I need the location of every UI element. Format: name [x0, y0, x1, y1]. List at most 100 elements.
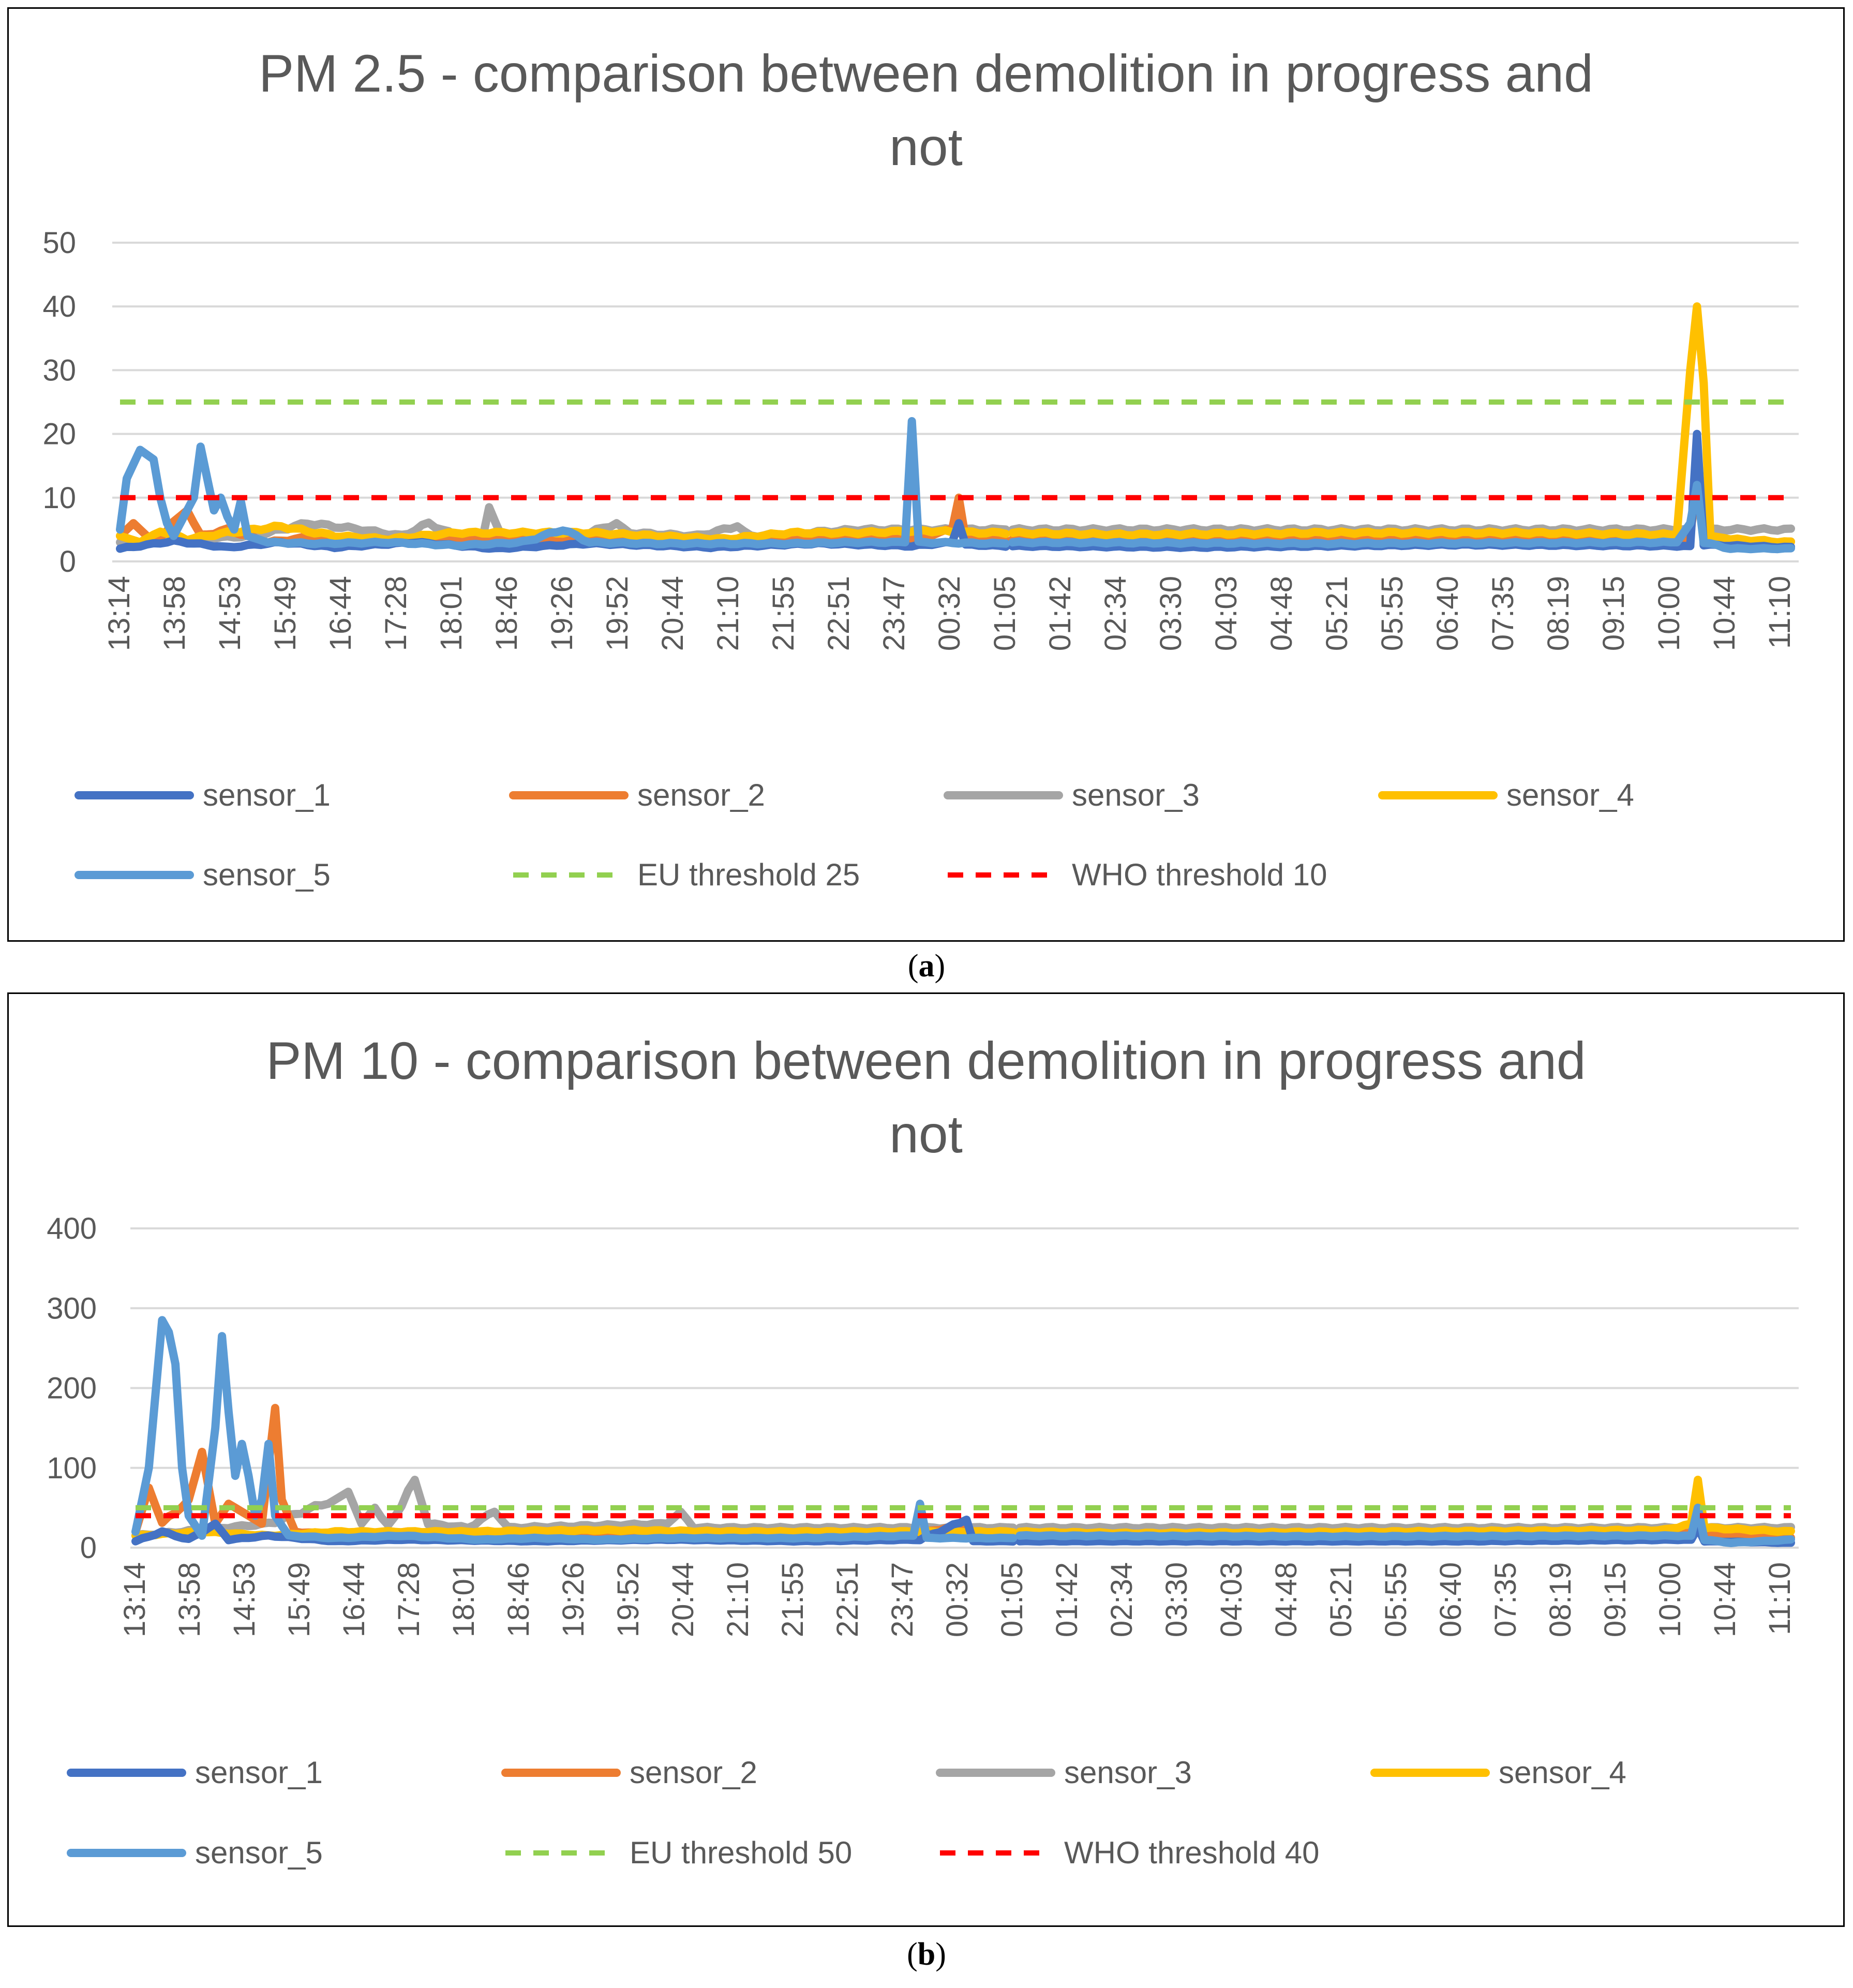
caption-a: (a): [907, 948, 946, 984]
chart-b-x-tick-label: 02:34: [1105, 1562, 1139, 1637]
chart-b-x-tick-label: 18:01: [447, 1562, 481, 1637]
chart-b-x-tick-label: 16:44: [337, 1562, 371, 1637]
chart-b-x-tick-label: 13:14: [118, 1562, 152, 1637]
chart-b-x-tick-label: 08:19: [1544, 1562, 1577, 1637]
chart-a-x-tick-label: 20:44: [656, 576, 690, 651]
chart-a-y-tick-label: 20: [42, 418, 76, 451]
chart-b-y-tick-label: 200: [47, 1372, 97, 1405]
chart-b-legend-label-0: sensor_1: [195, 1755, 323, 1790]
chart-a-x-tick-label: 04:03: [1209, 576, 1243, 651]
chart-b-x-tick-label: 17:28: [392, 1562, 426, 1637]
chart-b-title-line-2: not: [889, 1105, 963, 1164]
chart-b-x-tick-label: 04:48: [1269, 1562, 1303, 1637]
chart-a-legend-label-0: sensor_1: [203, 778, 331, 812]
chart-a-y-tick-label: 50: [42, 226, 76, 260]
chart-b-x-tick-label: 10:00: [1653, 1562, 1687, 1637]
chart-b-legend-label-2: sensor_3: [1064, 1755, 1192, 1790]
chart-b-x-tick-label: 11:10: [1763, 1562, 1797, 1635]
chart-a-x-tick-label: 07:35: [1486, 576, 1520, 651]
chart-b-legend-label-6: WHO threshold 40: [1064, 1835, 1320, 1870]
chart-b-x-tick-label: 23:47: [886, 1562, 919, 1637]
chart-a-legend-label-1: sensor_2: [637, 778, 765, 812]
chart-a-y-tick-label: 10: [42, 481, 76, 515]
chart-a-x-tick-label: 08:19: [1542, 576, 1575, 651]
chart-a-x-tick-label: 13:14: [102, 576, 136, 651]
chart-a-x-tick-label: 05:21: [1320, 576, 1354, 651]
chart-b-x-tick-label: 01:42: [1050, 1562, 1084, 1637]
chart-a-x-tick-label: 23:47: [877, 576, 911, 651]
chart-b-y-tick-label: 400: [47, 1212, 97, 1245]
chart-a-x-tick-label: 04:48: [1265, 576, 1298, 651]
chart-a-x-tick-label: 18:46: [490, 576, 524, 651]
chart-a-y-tick-label: 0: [59, 545, 76, 578]
chart-b-x-tick-label: 15:49: [282, 1562, 316, 1637]
chart-b-legend-label-1: sensor_2: [630, 1755, 757, 1790]
chart-b-legend-label-4: sensor_5: [195, 1835, 323, 1870]
caption-b: (b): [907, 1937, 946, 1972]
chart-a-legend-label-3: sensor_4: [1506, 778, 1634, 812]
chart-b-x-tick-label: 18:46: [502, 1562, 535, 1637]
chart-b-x-tick-label: 06:40: [1434, 1562, 1468, 1637]
chart-a-x-tick-label: 02:34: [1099, 576, 1132, 651]
chart-a-title-line-2: not: [889, 117, 963, 176]
chart-a-x-tick-label: 10:00: [1652, 576, 1686, 651]
chart-b-legend-label-5: EU threshold 50: [630, 1835, 852, 1870]
chart-a-series-line-sensor_5: [1008, 481, 1795, 554]
chart-a-x-tick-label: 01:42: [1043, 576, 1077, 651]
chart-b-x-tick-label: 07:35: [1489, 1562, 1522, 1637]
chart-a-series-line-sensor_4: [1008, 302, 1795, 547]
chart-b-x-tick-label: 01:05: [995, 1562, 1029, 1637]
chart-b-x-tick-label: 00:32: [940, 1562, 974, 1637]
chart-b-x-tick-label: 19:52: [611, 1562, 645, 1637]
chart-a-x-tick-label: 21:10: [711, 576, 745, 651]
chart-b-y-tick-label: 0: [80, 1531, 97, 1565]
chart-a-x-tick-label: 19:26: [545, 576, 579, 651]
chart-a-x-tick-label: 11:10: [1763, 576, 1797, 649]
chart-b-x-tick-label: 21:55: [776, 1562, 810, 1637]
chart-b-x-tick-label: 14:53: [228, 1562, 261, 1637]
chart-b-x-tick-label: 03:30: [1160, 1562, 1193, 1637]
chart-a-x-tick-label: 01:05: [988, 576, 1022, 651]
chart-a-x-tick-label: 03:30: [1154, 576, 1188, 651]
chart-b-legend-label-3: sensor_4: [1499, 1755, 1626, 1790]
chart-a-x-tick-label: 09:15: [1597, 576, 1631, 651]
chart-a-title-line-1: PM 2.5 - comparison between demolition i…: [259, 44, 1593, 103]
chart-a-x-tick-label: 17:28: [379, 576, 413, 651]
chart-b-x-tick-label: 05:21: [1324, 1562, 1358, 1637]
chart-b-series-sensor_5: [131, 1316, 1795, 1547]
chart-b-x-tick-label: 05:55: [1379, 1562, 1413, 1637]
chart-b-x-tick-label: 22:51: [831, 1562, 864, 1637]
chart-b-series-line-sensor_5: [1015, 1503, 1795, 1547]
chart-b-x-tick-label: 13:58: [173, 1562, 206, 1637]
chart-a-x-tick-label: 10:44: [1708, 576, 1741, 651]
chart-a-y-tick-label: 30: [42, 353, 76, 387]
chart-a-x-tick-label: 22:51: [822, 576, 856, 651]
chart-a-x-tick-label: 18:01: [435, 576, 468, 651]
chart-b-x-tick-label: 09:15: [1598, 1562, 1632, 1637]
chart-a-series-line-sensor_5: [116, 417, 1010, 550]
chart-b-x-tick-label: 19:26: [557, 1562, 590, 1637]
chart-a-legend-label-2: sensor_3: [1072, 778, 1200, 812]
chart-b-x-tick-label: 04:03: [1215, 1562, 1248, 1637]
chart-b-title-line-1: PM 10 - comparison between demolition in…: [266, 1031, 1586, 1090]
chart-b-svg: PM 10 - comparison between demolition in…: [47, 1031, 1799, 1870]
chart-a-legend-label-6: WHO threshold 10: [1072, 857, 1327, 892]
chart-b-y-tick-label: 300: [47, 1292, 97, 1325]
chart-a-x-tick-label: 16:44: [324, 576, 357, 651]
chart-b-series-line-sensor_5: [131, 1316, 1018, 1544]
chart-b-y-tick-label: 100: [47, 1451, 97, 1485]
chart-b-series-line-sensor_1: [1015, 1523, 1795, 1547]
chart-a-series-sensor_5: [116, 417, 1795, 554]
chart-a-x-tick-label: 06:40: [1431, 576, 1465, 651]
chart-a-y-tick-label: 40: [42, 290, 76, 323]
chart-a-x-tick-label: 15:49: [268, 576, 302, 651]
chart-b-x-tick-label: 20:44: [666, 1562, 700, 1637]
chart-a-x-tick-label: 14:53: [213, 576, 247, 651]
chart-a-svg: PM 2.5 - comparison between demolition i…: [42, 44, 1799, 892]
chart-a-x-tick-label: 00:32: [933, 576, 966, 651]
chart-a-legend-label-5: EU threshold 25: [637, 857, 860, 892]
chart-b-x-tick-label: 21:10: [721, 1562, 755, 1637]
chart-a-x-tick-label: 13:58: [158, 576, 191, 651]
caption-b-letter: b: [917, 1937, 936, 1972]
chart-panel-a: PM 2.5 - comparison between demolition i…: [7, 7, 1845, 942]
